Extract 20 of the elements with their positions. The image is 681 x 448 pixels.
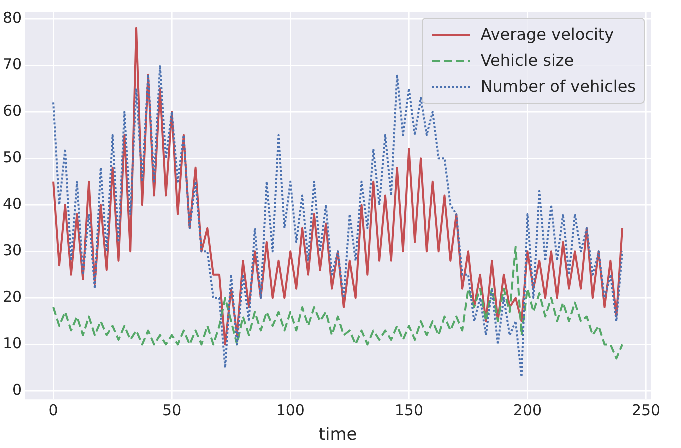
x-tick-label: 200 [513,401,542,420]
y-tick-label: 40 [2,194,22,213]
line-series [52,246,624,360]
x-tick-label: 150 [394,401,424,420]
x-tick-label: 250 [632,401,661,420]
y-tick-label: 0 [12,381,22,400]
legend-label: Vehicle size [480,50,574,72]
y-tick-label: 50 [2,148,22,166]
y-tick-label: 60 [2,102,22,120]
y-tick-label: 20 [2,288,22,306]
x-tick-label: 0 [48,401,58,420]
y-tick-label: 70 [2,55,22,74]
legend-label: Average velocity [480,24,614,46]
legend-label: Number of vehicles [480,76,636,98]
x-tick-label: 100 [276,401,305,420]
y-tick-label: 80 [2,8,22,27]
y-tick-label: 10 [2,334,22,353]
x-tick-label: 50 [162,401,182,420]
x-axis-title: time [318,425,358,446]
y-tick-label: 30 [2,242,22,260]
